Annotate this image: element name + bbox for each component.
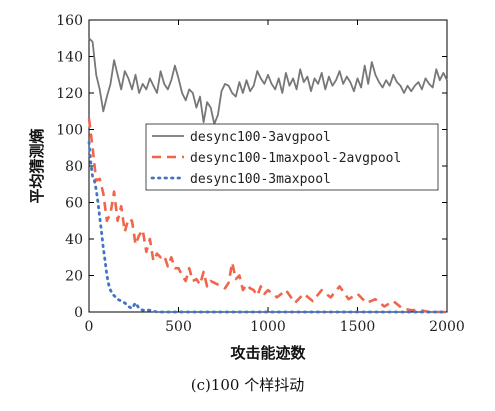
y-tick-label-5: 100	[56, 123, 83, 139]
y-axis-title: 平均猜测熵	[28, 128, 46, 203]
y-tick-label-7: 140	[56, 50, 83, 66]
legend-box	[145, 123, 439, 191]
x-tick-label-4: 2000	[429, 319, 465, 335]
legend-label-0: desync100-3avgpool	[190, 130, 331, 145]
x-tick-label-1: 500	[165, 319, 192, 335]
series-line-1	[87, 118, 447, 314]
legend-label-2: desync100-3maxpool	[190, 172, 331, 187]
y-tick-label-6: 120	[56, 86, 83, 102]
x-tick-label-3: 1500	[340, 319, 376, 335]
legend-label-1: desync100-1maxpool-2avgpool	[190, 151, 401, 166]
y-tick-label-2: 40	[65, 232, 83, 248]
y-tick-label-4: 80	[65, 159, 83, 175]
series-line-2	[87, 140, 449, 314]
series-layer	[87, 37, 449, 314]
figure-caption: (c)100 个样抖动	[190, 376, 305, 394]
x-tick-label-2: 1000	[250, 319, 286, 335]
y-tick-label-3: 60	[65, 196, 83, 212]
axis-ticks: 0 500 1000 1500 2000 0 20 40 60 80 100 120 140 160	[56, 13, 465, 335]
y-tick-label-1: 20	[65, 269, 83, 285]
y-tick-label-8: 160	[56, 13, 83, 29]
x-axis-title: 攻击能迹数	[230, 344, 306, 362]
x-tick-label-0: 0	[85, 319, 94, 335]
y-tick-label-0: 0	[74, 305, 83, 321]
series-line-0	[88, 37, 448, 125]
legend: desync100-3avgpool desync100-1maxpool-2av…	[145, 123, 439, 191]
